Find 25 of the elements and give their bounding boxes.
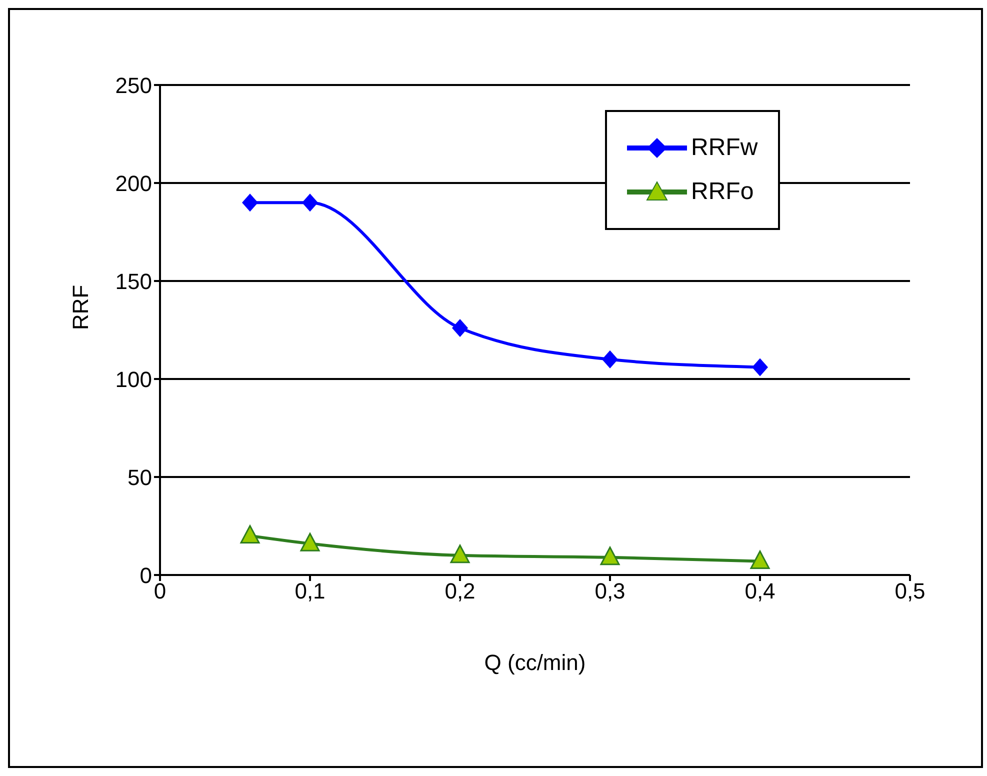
point <box>452 319 468 338</box>
y-tick-label: 200 <box>115 170 152 196</box>
point <box>302 194 318 212</box>
legend-label: RRFw <box>691 134 758 162</box>
y-axis-title: RRF <box>68 284 93 330</box>
y-tick-label: 250 <box>115 72 152 98</box>
point <box>752 358 768 376</box>
x-tick-label: 0,4 <box>744 578 776 604</box>
point <box>602 350 618 368</box>
point <box>300 532 320 552</box>
point <box>242 194 258 212</box>
point <box>750 550 770 570</box>
point <box>600 546 620 566</box>
y-tick-label: 50 <box>128 464 152 490</box>
x-tick-label: 0,1 <box>294 578 326 604</box>
x-tick-label: 0,2 <box>444 578 476 604</box>
point <box>450 544 470 564</box>
x-axis-title: Q (cc/min) <box>484 650 586 675</box>
point <box>240 525 260 544</box>
x-tick-label: 0,5 <box>894 578 926 604</box>
y-tick-label: 150 <box>115 268 152 294</box>
x-tick-label: 0,3 <box>594 578 626 604</box>
legend-label: RRFo <box>691 178 754 206</box>
y-tick-label: 0 <box>140 562 152 588</box>
y-tick-label: 100 <box>115 366 152 392</box>
